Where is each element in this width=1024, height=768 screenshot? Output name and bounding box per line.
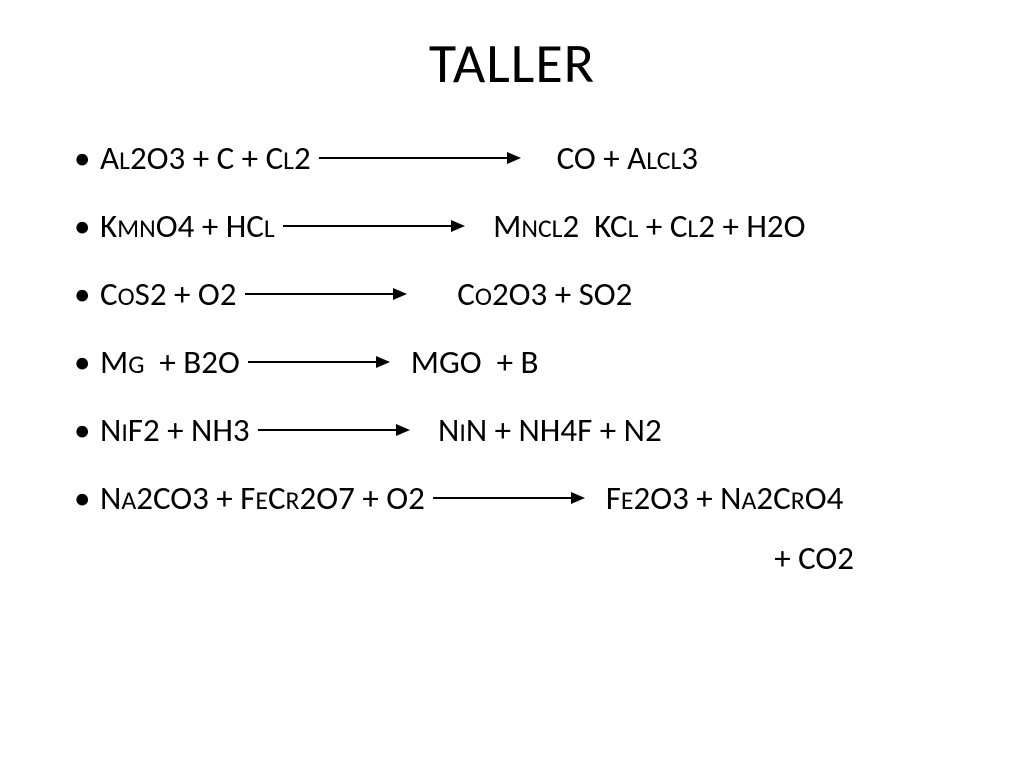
equation-rhs: CO2O3 + SO2: [413, 274, 633, 314]
arrow-icon: [248, 361, 388, 363]
equation-lhs: NA2CO3 + FECR2O7 + O2: [100, 478, 425, 518]
equation-item: COS2 + O2 CO2O3 + SO2: [60, 274, 964, 314]
equation-item: NIF2 + NH3 NIN + NH4F + N2: [60, 410, 964, 450]
arrow-icon: [433, 497, 583, 499]
equation-lhs: KMNO4 + HCL: [100, 206, 275, 246]
equation-rhs: NIN + NH4F + N2: [416, 410, 662, 450]
equation-item: AL2O3 + C + CL2 CO + ALCL3: [60, 138, 964, 178]
arrow-icon: [283, 225, 463, 227]
equation-item: MG + B2O MGO + B: [60, 342, 964, 382]
slide: TALLER AL2O3 + C + CL2 CO + ALCL3 KMNO4 +…: [0, 0, 1024, 768]
equation-lhs: MG + B2O: [100, 342, 240, 382]
equation-continuation: + CO2: [100, 538, 964, 578]
equation-rhs: CO + ALCL3: [527, 138, 698, 178]
equation-row: NIF2 + NH3 NIN + NH4F + N2: [100, 410, 964, 450]
slide-title: TALLER: [60, 30, 964, 98]
equation-row: NA2CO3 + FECR2O7 + O2 FE2O3 + NA2CRO4: [100, 478, 964, 518]
equation-item: NA2CO3 + FECR2O7 + O2 FE2O3 + NA2CRO4 + C…: [60, 478, 964, 578]
equation-row: AL2O3 + C + CL2 CO + ALCL3: [100, 138, 964, 178]
equation-row: MG + B2O MGO + B: [100, 342, 964, 382]
equation-lhs: NIF2 + NH3: [100, 410, 250, 450]
equation-rhs: MGO + B: [396, 342, 539, 382]
equation-rhs: FE2O3 + NA2CRO4: [591, 478, 843, 518]
equation-list: AL2O3 + C + CL2 CO + ALCL3 KMNO4 + HCL MN…: [60, 138, 964, 578]
equation-row: COS2 + O2 CO2O3 + SO2: [100, 274, 964, 314]
equation-rhs: MNCL2 KCL + CL2 + H2O: [471, 206, 806, 246]
equation-lhs: AL2O3 + C + CL2: [100, 138, 311, 178]
arrow-icon: [319, 157, 519, 159]
equation-item: KMNO4 + HCL MNCL2 KCL + CL2 + H2O: [60, 206, 964, 246]
equation-row: KMNO4 + HCL MNCL2 KCL + CL2 + H2O: [100, 206, 964, 246]
arrow-icon: [258, 429, 408, 431]
arrow-icon: [245, 293, 405, 295]
equation-lhs: COS2 + O2: [100, 274, 237, 314]
